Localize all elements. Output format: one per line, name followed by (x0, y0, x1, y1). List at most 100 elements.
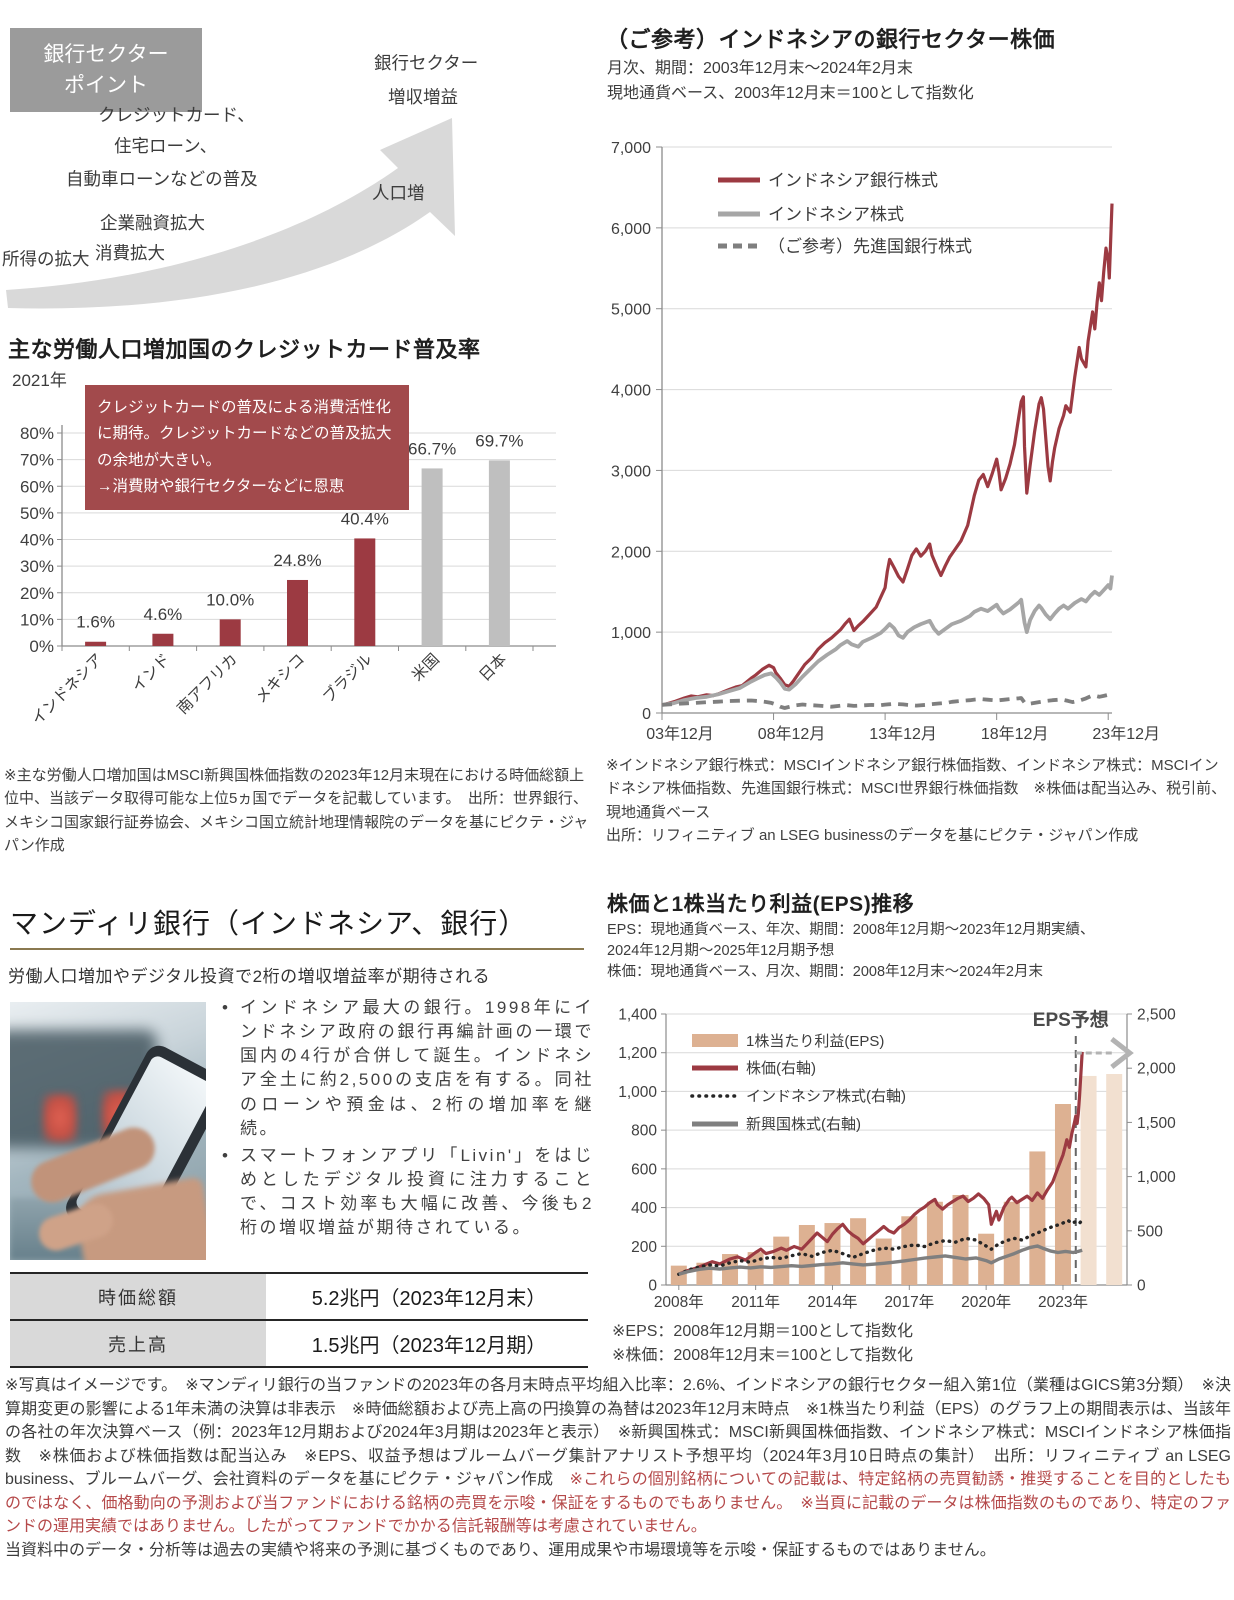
photo-tail-light-left (43, 1094, 77, 1142)
svg-text:40%: 40% (20, 531, 54, 550)
eps-bar-2024 (1080, 1075, 1097, 1285)
table-row-market-cap: 時価総額 5.2兆円（2023年12月末） (10, 1274, 588, 1321)
eps-bar-2018 (926, 1201, 943, 1285)
svg-text:40.4%: 40.4% (341, 509, 389, 528)
bank-stock-chart-footnote: ※インドネシア銀行株式：MSCIインドネシア銀行株価指数、インドネシア株式：MS… (606, 757, 1227, 844)
svg-text:18年12月: 18年12月 (981, 725, 1049, 743)
eps-bar-2017 (901, 1216, 918, 1285)
svg-text:インドネシア: インドネシア (28, 650, 106, 728)
series-インドネシア株式(右軸) (677, 1218, 1084, 1276)
growth-arrow-graphic (6, 118, 455, 309)
svg-text:1,000: 1,000 (618, 1084, 657, 1101)
bar-米国 (421, 468, 443, 646)
mandiri-section-title: マンディリ銀行（インドネシア、銀行） (10, 909, 528, 940)
svg-text:1,400: 1,400 (618, 1007, 657, 1024)
bank-stock-chart-subtitle: 月次、期間：2003年12月末～2024年2月末 現地通貨ベース、2003年12… (607, 60, 974, 102)
svg-text:6,000: 6,000 (611, 221, 651, 238)
svg-text:新興国株式(右軸): 新興国株式(右軸) (746, 1116, 861, 1133)
svg-text:4.6%: 4.6% (144, 605, 183, 624)
market-cap-value: 5.2兆円（2023年12月末） (311, 1288, 547, 1310)
svg-text:50%: 50% (20, 504, 54, 523)
svg-text:60%: 60% (20, 477, 54, 496)
svg-text:70%: 70% (20, 451, 54, 470)
credit-card-chart-year: 2021年 (12, 371, 67, 390)
eps-chart-subtitle: EPS：現地通貨ベース、年次、期間：2008年12月期～2023年12月期実績、… (607, 922, 1095, 981)
svg-text:日本: 日本 (476, 650, 511, 685)
legend-swatch-eps (692, 1034, 738, 1047)
eps-combo-chart: 0 200 400 600 800 1,000 1,200 1,400 0 500 1,000 1,5… (618, 1007, 1176, 1312)
credit-card-chart-footnote: ※主な労働人口増加国はMSCI新興国株価指数の2023年12月末現在における時価… (4, 767, 589, 854)
svg-text:2020年: 2020年 (961, 1293, 1011, 1311)
svg-text:南アフリカ: 南アフリカ (173, 650, 241, 718)
svg-text:1,200: 1,200 (618, 1045, 657, 1062)
svg-text:インド: インド (129, 651, 174, 696)
svg-text:0: 0 (1137, 1278, 1146, 1295)
svg-text:200: 200 (631, 1239, 657, 1256)
sector-label: 所得の拡大 (2, 249, 90, 269)
svg-text:0: 0 (648, 1278, 657, 1295)
revenue-label: 売上高 (10, 1321, 270, 1366)
bar-ブラジル (354, 538, 376, 646)
svg-text:インドネシア銀行株式: インドネシア銀行株式 (768, 171, 938, 190)
svg-text:08年12月: 08年12月 (758, 725, 826, 743)
sector-label: 住宅ローン、 (114, 136, 218, 156)
bar-メキシコ (287, 579, 308, 646)
bar-インドネシア (85, 641, 107, 646)
svg-text:ブラジル: ブラジル (319, 649, 376, 706)
eps-chart-notes: ※EPS：2008年12月期＝100として指数化 ※株価：2008年12月末＝1… (612, 1323, 914, 1364)
svg-text:3,000: 3,000 (611, 463, 651, 480)
series-（ご参考）先進国銀行株式 (661, 692, 1113, 710)
bar-南アフリカ (219, 619, 241, 646)
svg-text:インドネシア株式: インドネシア株式 (768, 205, 904, 224)
bank-stock-chart-title: （ご参考）インドネシアの銀行セクター株価 (606, 27, 1056, 52)
credit-card-annotation-box: クレジットカードの普及による消費活性化に期待。クレジットカードなどの普及拡大の余… (85, 385, 409, 511)
bottom-footnote-black: ※写真はイメージです。 ※マンディリ銀行の当ファンドの2023年の各月末時点平均… (5, 1377, 1231, 1488)
svg-text:80%: 80% (20, 424, 54, 443)
eps-bar-2022 (1029, 1151, 1046, 1285)
bottom-footnotes: ※写真はイメージです。 ※マンディリ銀行の当ファンドの2023年の各月末時点平均… (5, 1374, 1231, 1562)
mandiri-bullet-list: インドネシア最大の銀行。1998年にインドネシア政府の銀行再編計画の一環で国内の… (222, 996, 594, 1243)
sector-label: 人口増 (372, 183, 425, 203)
svg-text:2,000: 2,000 (611, 544, 651, 561)
svg-text:600: 600 (631, 1161, 657, 1178)
svg-text:23年12月: 23年12月 (1092, 725, 1160, 743)
svg-text:4,000: 4,000 (611, 383, 651, 400)
svg-text:EPS予想: EPS予想 (1033, 1008, 1109, 1031)
eps-bar-2021 (1003, 1201, 1020, 1285)
svg-text:2017年: 2017年 (884, 1293, 934, 1311)
series-インドネシア銀行株式 (661, 203, 1114, 707)
svg-text:400: 400 (631, 1200, 657, 1217)
bottom-footnote-last: 当資料中のデータ・分析等は過去の実績や将来の予測に基づくものであり、運用成果や市… (5, 1541, 996, 1559)
svg-text:13年12月: 13年12月 (869, 725, 937, 743)
svg-text:30%: 30% (20, 557, 54, 576)
sector-points-header-box: 銀行セクター ポイント (10, 28, 202, 112)
svg-text:米国: 米国 (408, 650, 443, 685)
svg-text:インドネシア株式(右軸): インドネシア株式(右軸) (746, 1088, 906, 1105)
svg-text:10.0%: 10.0% (206, 590, 254, 609)
credit-card-bar-chart: 0% 10% 20% 30% 40% 50% 60% 70% 80% 1.6% インドネシア 4.6%… (20, 424, 556, 729)
svg-text:2,000: 2,000 (1137, 1061, 1176, 1078)
svg-text:800: 800 (631, 1123, 657, 1140)
svg-text:（ご参考）先進国銀行株式: （ご参考）先進国銀行株式 (768, 237, 972, 256)
bottom-footnote-red: ※これらの個別銘柄についての記載は、特定銘柄の売買勧誘・推奨することを目的とした… (5, 1471, 1231, 1535)
svg-text:0: 0 (642, 706, 651, 723)
sector-label: 自動車ローンなどの普及 (66, 169, 258, 189)
svg-text:69.7%: 69.7% (475, 431, 523, 450)
svg-text:10%: 10% (20, 610, 54, 629)
series-新興国株式(右軸) (678, 1244, 1083, 1276)
svg-text:500: 500 (1137, 1223, 1163, 1240)
eps-bar-2023 (1054, 1104, 1071, 1285)
credit-card-chart-title: 主な労働人口増加国のクレジットカード普及率 (8, 337, 481, 362)
table-row-revenue: 売上高 1.5兆円（2023年12月期） (10, 1321, 588, 1368)
bar-日本 (488, 460, 510, 646)
svg-text:24.8%: 24.8% (273, 551, 321, 570)
forecast-arrow-head (1110, 1037, 1134, 1069)
bank-stock-line-chart: 0 1,000 2,000 3,000 4,000 5,000 6,000 7,000 03年1… (611, 140, 1160, 743)
svg-text:株価(右軸): 株価(右軸) (746, 1060, 816, 1077)
eps-bar-2015 (850, 1218, 867, 1285)
svg-text:66.7%: 66.7% (408, 439, 456, 458)
mandiri-key-figures-table: 時価総額 5.2兆円（2023年12月末） 売上高 1.5兆円（2023年12月… (10, 1272, 588, 1368)
series-株価(右軸) (678, 1051, 1084, 1276)
eps-chart-title: 株価と1株当たり利益(EPS)推移 (607, 893, 915, 916)
svg-text:2023年: 2023年 (1038, 1293, 1088, 1311)
